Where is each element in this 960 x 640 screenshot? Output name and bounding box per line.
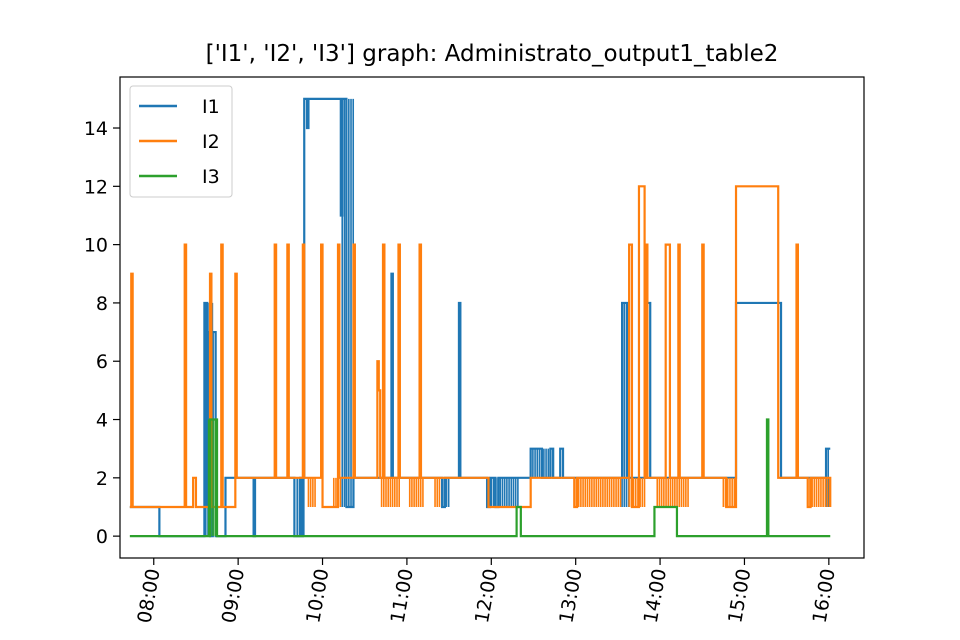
series-jitter-i2: [380, 477, 400, 507]
series-jitter-i1: [341, 98, 355, 507]
series-jitter-i2: [656, 477, 689, 507]
y-axis: 0 2 4 6 8 10 12 14: [84, 118, 120, 548]
series-line-i2: [129, 185, 832, 509]
legend: I1 I2 I3: [129, 85, 233, 198]
series-jitter-i1: [621, 302, 630, 507]
series-jitter-i1: [441, 477, 450, 507]
series-jitter-i2: [722, 477, 736, 507]
series-jitter-i1: [296, 477, 305, 537]
series-jitter-i2: [332, 477, 342, 507]
y-tick-label: 12: [84, 176, 108, 198]
plot-area: [119, 76, 865, 559]
series-jitter-i2: [307, 477, 316, 507]
y-tick-label: 2: [96, 468, 108, 490]
y-tick-label: 14: [84, 118, 108, 140]
series-jitter-i2: [408, 477, 424, 507]
chart-title: ['I1', 'I2', 'I3'] graph: Administrato_o…: [206, 41, 779, 67]
legend-label-i3: I3: [202, 166, 220, 188]
series-jitter-i2: [806, 477, 831, 507]
y-tick-label: 10: [84, 235, 108, 257]
series-jitter-i2: [573, 477, 622, 507]
series-jitter-i3: [207, 419, 216, 537]
legend-label-i1: I1: [202, 96, 220, 118]
series-jitter-i2: [434, 477, 441, 507]
legend-label-i2: I2: [202, 131, 220, 153]
y-tick-label: 8: [96, 293, 108, 315]
y-tick-label: 4: [96, 410, 108, 432]
series-layer: [129, 97, 832, 538]
y-tick-label: 0: [96, 526, 108, 548]
series-jitter-i1: [486, 477, 519, 507]
plot-frame: [119, 76, 865, 559]
y-tick-label: 6: [96, 351, 108, 373]
series-jitter-i2: [628, 477, 646, 507]
series-jitter-i1: [529, 448, 554, 478]
legend-box: [129, 85, 233, 198]
